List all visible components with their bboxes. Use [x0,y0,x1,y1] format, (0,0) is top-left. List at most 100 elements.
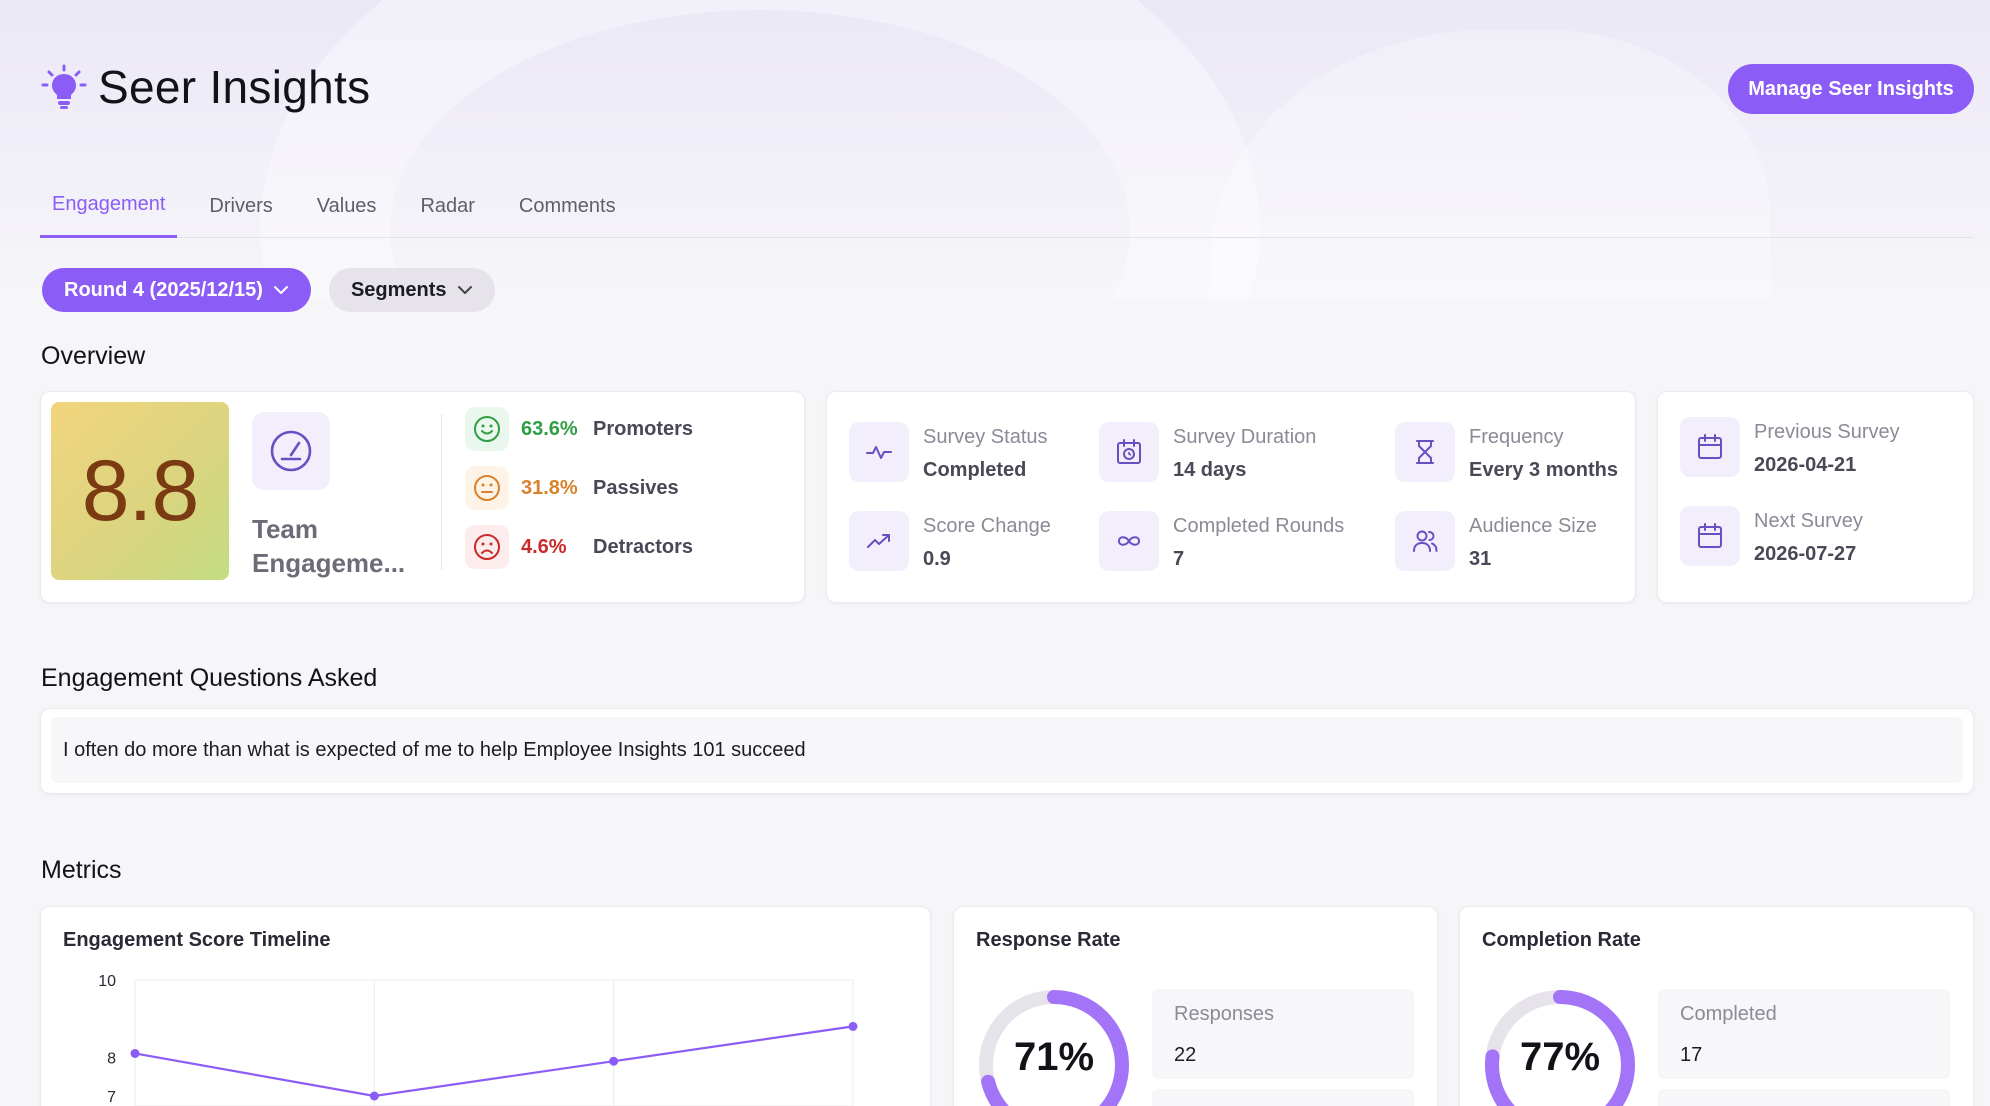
passives-label: Passives [593,476,679,499]
stat-value: 2026-04-21 [1754,454,1857,476]
response-rate-value: 71% [1013,1035,1095,1079]
data-point [848,1021,858,1031]
stat-value: Every 3 months [1469,459,1618,481]
promoters-label: Promoters [593,417,694,440]
hourglass-icon [1395,422,1455,482]
completed-label: Completed [1680,1003,1777,1025]
donut-arc [979,990,1129,1106]
chevron-down-icon [457,286,472,294]
manage-seer-insights-button[interactable]: Manage Seer Insights [1728,64,1974,114]
score-tile: 8.8 [51,402,229,580]
trending-up-icon [849,511,909,571]
completed-rounds-stat: Completed Rounds 7 [1099,511,1344,571]
data-point [609,1056,619,1066]
stat-value: 2026-07-27 [1754,543,1857,565]
infinity-icon [1099,511,1159,571]
round-dropdown[interactable]: Round 4 (2025/12/15) [42,268,311,312]
calendar-icon [1680,417,1740,477]
audience-size-stat: Audience Size 31 [1395,511,1597,571]
responses-value: 22 [1174,1044,1197,1066]
app-title: Seer Insights [98,61,371,113]
detractors-row: 4.6% Detractors [465,524,693,570]
engagement-score-value: 8.8 [81,442,200,539]
timeline-title: Engagement Score Timeline [63,929,331,951]
questions-card: I often do more than what is expected of… [40,708,1974,794]
promoters-percent: 63.6% [521,417,578,440]
responses-label: Responses [1174,1003,1275,1025]
data-point [369,1091,379,1101]
smile-face-icon [465,407,509,451]
passives-percent: 31.8% [521,476,578,499]
sad-face-icon [465,525,509,569]
score-change-stat: Score Change 0.9 [849,511,1051,571]
stat-value: 14 days [1173,459,1247,481]
schedule-card: Previous Survey 2026-04-21 Next Survey 2… [1657,391,1974,603]
header-background [0,0,1990,300]
completed-block: Completed 17 [1658,989,1950,1079]
series-line [134,1025,854,1098]
survey-status-stat: Survey Status Completed [849,422,1048,482]
segments-dropdown-label: Segments [350,278,447,301]
stat-label: Previous Survey [1754,421,1900,443]
engagement-score-card: 8.8 Team Engageme... 63.6% Promoters 31.… [40,391,805,603]
response-rate-donut [979,990,1129,1106]
response-rate-card: Response Rate 71% Responses 22 [953,906,1438,1106]
tab-drivers[interactable]: Drivers [209,194,273,217]
stat-label: Score Change [923,515,1051,537]
tab-radar[interactable]: Radar [420,194,475,217]
calendar-icon [1680,506,1740,566]
completion-rate-donut [1485,990,1635,1106]
completion-rate-card: Completion Rate 77% Completed 17 [1459,906,1974,1106]
score-label: Team Engageme... [252,514,406,578]
response-rate-title: Response Rate [976,929,1121,951]
frequency-stat: Frequency Every 3 months [1395,422,1618,482]
question-item: I often do more than what is expected of… [51,717,1963,783]
stat-value: 7 [1173,548,1185,570]
stat-value: Completed [923,459,1027,481]
activity-icon [849,422,909,482]
survey-stats-card: Survey Status Completed Survey Duration … [826,391,1636,603]
data-point [130,1048,140,1058]
timeline-chart: 10 8 7 [98,973,858,1106]
metrics-title: Metrics [41,856,122,884]
promoters-row: 63.6% Promoters [465,406,693,452]
tab-comments[interactable]: Comments [518,194,616,217]
segments-dropdown[interactable]: Segments [328,268,495,312]
y-tick-label: 8 [107,1050,116,1067]
users-icon [1395,511,1455,571]
stat-value: 31 [1469,548,1492,570]
detractors-percent: 4.6% [521,535,567,558]
secondary-block [1658,1089,1950,1106]
y-tick-label: 7 [107,1089,116,1106]
previous-survey-stat: Previous Survey 2026-04-21 [1680,417,1900,477]
app-header: Seer Insights [40,60,370,114]
gauge-icon-tile [252,412,330,490]
overview-title: Overview [41,342,146,370]
neutral-face-icon [465,466,509,510]
lightbulb-icon [41,64,87,109]
stat-label: Completed Rounds [1173,515,1345,537]
chevron-down-icon [273,286,288,294]
passives-row: 31.8% Passives [465,465,679,511]
calendar-clock-icon [1099,422,1159,482]
completed-value: 17 [1680,1044,1703,1066]
tab-engagement[interactable]: Engagement [40,178,178,238]
round-dropdown-label: Round 4 (2025/12/15) [64,278,263,301]
detractors-label: Detractors [593,535,694,558]
questions-title: Engagement Questions Asked [41,664,378,692]
tab-bar: Engagement Drivers Values Radar Comments [40,178,1974,238]
divider [441,414,442,570]
tab-values[interactable]: Values [316,194,377,217]
completion-rate-title: Completion Rate [1482,929,1641,951]
timeline-card: Engagement Score Timeline 10 8 7 [40,906,931,1106]
next-survey-stat: Next Survey 2026-07-27 [1680,506,1863,566]
stat-value: 0.9 [923,548,951,570]
filter-bar: Round 4 (2025/12/15) Segments [42,268,495,312]
completion-rate-value: 77% [1519,1035,1601,1079]
gauge-icon [270,430,312,472]
secondary-block [1152,1089,1414,1106]
stat-label: Survey Duration [1173,426,1317,448]
stat-label: Frequency [1469,426,1564,448]
responses-block: Responses 22 [1152,989,1414,1079]
